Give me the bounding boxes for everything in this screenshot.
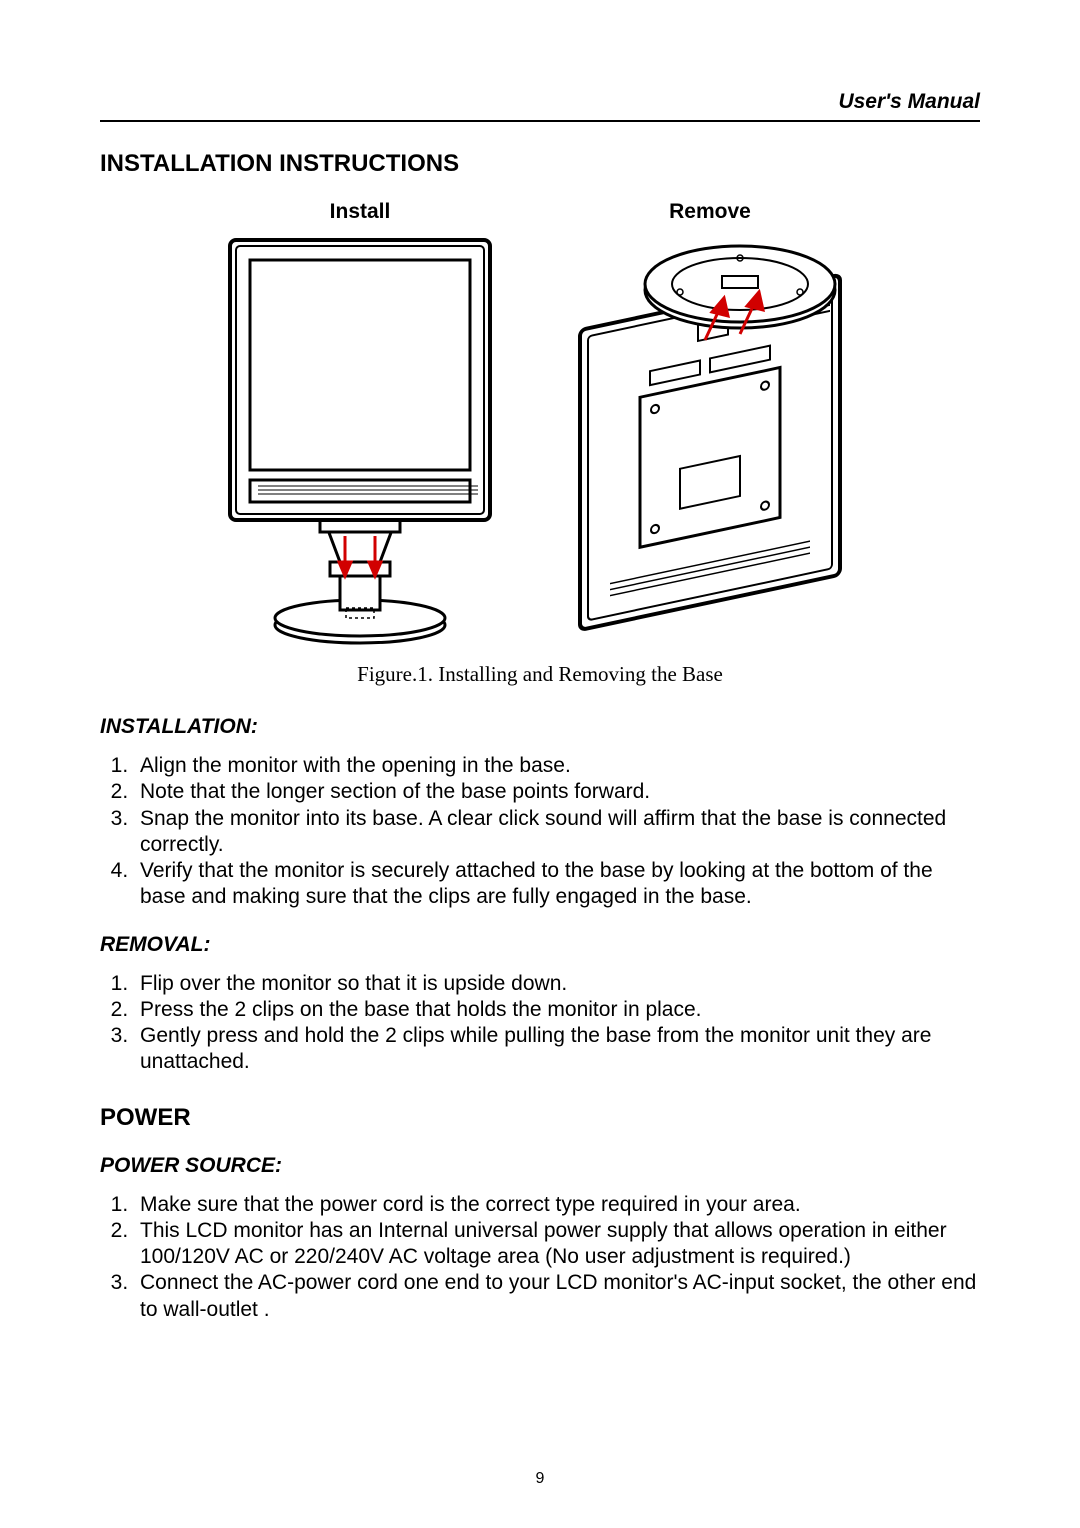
list-item: Snap the monitor into its base. A clear … — [134, 806, 980, 859]
install-illustration — [210, 230, 510, 650]
header-right: User's Manual — [100, 90, 980, 114]
figure-caption: Figure.1. Installing and Removing the Ba… — [100, 662, 980, 687]
list-item: Connect the AC-power cord one end to you… — [134, 1270, 980, 1323]
list-item: Note that the longer section of the base… — [134, 779, 980, 805]
list-item: Flip over the monitor so that it is upsi… — [134, 971, 980, 997]
power-source-list: Make sure that the power cord is the cor… — [100, 1192, 980, 1323]
figure-remove: Remove — [550, 200, 870, 650]
heading-removal: REMOVAL: — [100, 933, 980, 957]
page-number: 9 — [0, 1470, 1080, 1488]
heading-power-source: POWER SOURCE: — [100, 1154, 980, 1178]
installation-list: Align the monitor with the opening in th… — [100, 753, 980, 911]
figure-row: Install — [100, 200, 980, 650]
list-item: Verify that the monitor is securely atta… — [134, 858, 980, 911]
figure-install: Install — [210, 200, 510, 650]
list-item: Align the monitor with the opening in th… — [134, 753, 980, 779]
list-item: Gently press and hold the 2 clips while … — [134, 1023, 980, 1076]
list-item: Make sure that the power cord is the cor… — [134, 1192, 980, 1218]
heading-installation: INSTALLATION: — [100, 715, 980, 739]
figure-label-remove: Remove — [669, 200, 751, 224]
section-title-installation-instructions: INSTALLATION INSTRUCTIONS — [100, 150, 980, 178]
header-rule — [100, 120, 980, 122]
section-title-power: POWER — [100, 1104, 980, 1132]
remove-illustration — [550, 230, 870, 650]
list-item: Press the 2 clips on the base that holds… — [134, 997, 980, 1023]
list-item: This LCD monitor has an Internal univers… — [134, 1218, 980, 1271]
removal-list: Flip over the monitor so that it is upsi… — [100, 971, 980, 1076]
page-content: User's Manual INSTALLATION INSTRUCTIONS … — [0, 0, 1080, 1385]
figure-label-install: Install — [330, 200, 391, 224]
